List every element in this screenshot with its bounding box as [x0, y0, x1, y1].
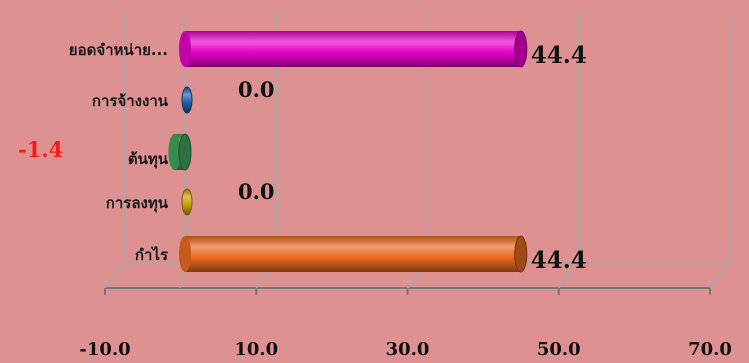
- bar: [168, 133, 192, 171]
- category-labels: ยอดจำหน่าย... การจ้างงานต้นทุนการลงทุนกำไ…: [69, 41, 169, 264]
- bar-zero-cap: [181, 188, 193, 216]
- bar-left-cap: [168, 134, 181, 170]
- x-tick-label: 70.0: [688, 339, 732, 360]
- bar-right-cap: [514, 235, 528, 273]
- category-label: ยอดจำหน่าย...: [69, 41, 168, 59]
- bar: [179, 30, 528, 68]
- bar-zero-cap: [181, 86, 193, 114]
- category-label: ต้นทุน: [128, 150, 169, 169]
- x-tick-labels: -10.0 10.0 30.0 50.0 70.0: [79, 339, 732, 360]
- x-tick-label: 50.0: [537, 339, 581, 360]
- value-label: 44.4: [531, 247, 587, 274]
- value-label: 0.0: [238, 77, 275, 102]
- value-label: -1.4: [18, 137, 63, 162]
- value-labels: 44.4 0.0 -1.4 0.0 44.4: [18, 42, 587, 274]
- gridline-floor: [558, 261, 580, 289]
- gridline-floor: [104, 261, 126, 289]
- x-tick-label: 10.0: [234, 339, 278, 360]
- bar-body: [185, 236, 521, 272]
- category-label: การจ้างงาน: [92, 92, 169, 110]
- bar-right-cap: [178, 133, 192, 171]
- bar: [181, 86, 193, 114]
- value-label: 44.4: [531, 42, 587, 69]
- bar-right-cap: [514, 30, 528, 68]
- category-label: การลงทุน: [106, 194, 169, 213]
- bar-body: [185, 31, 521, 67]
- bar: [179, 235, 528, 273]
- category-label: กำไร: [135, 245, 169, 264]
- x-tick-label: -10.0: [79, 339, 130, 360]
- bar-left-cap: [179, 31, 191, 67]
- bar-left-cap: [179, 236, 191, 272]
- value-label: 0.0: [238, 179, 275, 204]
- bars-group: [168, 30, 528, 273]
- x-tick-label: 30.0: [386, 339, 430, 360]
- gridline-floor: [709, 261, 731, 289]
- bar: [181, 188, 193, 216]
